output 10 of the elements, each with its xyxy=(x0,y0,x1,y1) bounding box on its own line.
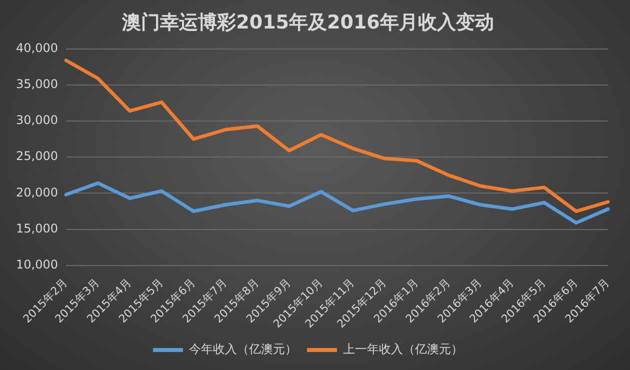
y-tick-label: 35,000 xyxy=(16,77,58,92)
y-tick-label: 15,000 xyxy=(16,221,58,236)
y-tick-label: 10,000 xyxy=(16,258,58,272)
y-tick-label: 30,000 xyxy=(16,113,58,128)
legend-label: 今年收入（亿澳元） xyxy=(189,342,297,356)
y-tick-label: 40,000 xyxy=(16,40,58,55)
y-tick-label: 25,000 xyxy=(16,149,58,164)
chart-title: 澳门幸运博彩2015年及2016年月收入变动 xyxy=(121,11,494,34)
y-tick-label: 20,000 xyxy=(16,185,58,200)
legend-label: 上一年收入（亿澳元） xyxy=(343,342,463,356)
